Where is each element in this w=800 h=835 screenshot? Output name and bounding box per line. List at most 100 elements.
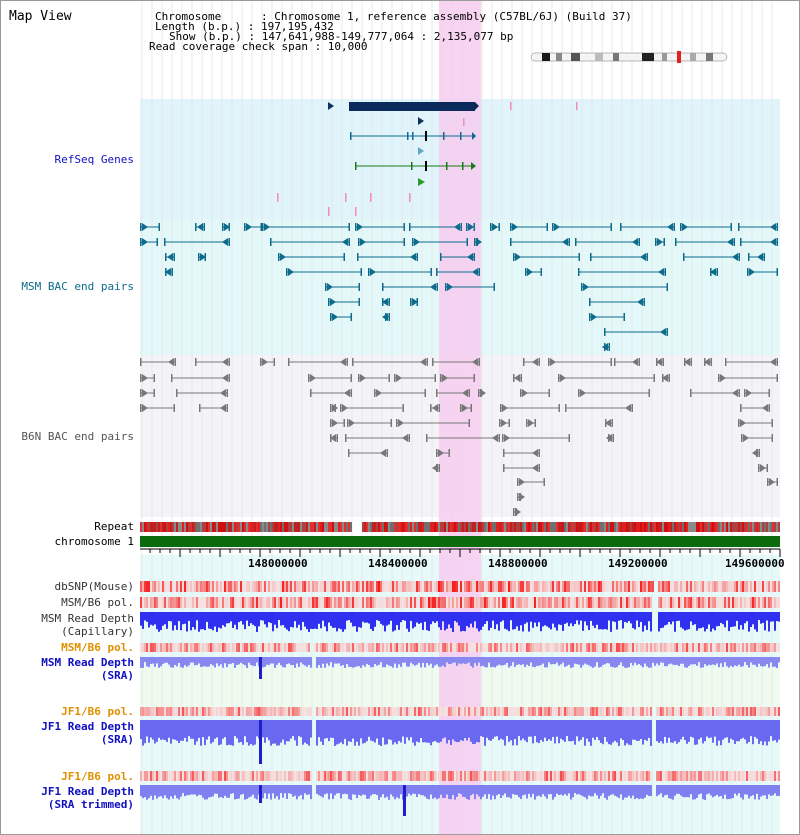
depth-bar (348, 785, 350, 800)
heat-tracks[interactable] (140, 581, 780, 781)
bac-arrow (222, 238, 228, 246)
heat-cell (592, 771, 594, 781)
depth-bar (704, 612, 706, 632)
bac-end (350, 374, 352, 382)
bac-end (631, 404, 633, 412)
heat-cell (306, 597, 308, 608)
track-label-jf1-depth-trim[interactable]: JF1 Read Depth (41, 785, 134, 798)
repeat-segment (166, 522, 168, 532)
heat-cell (628, 581, 630, 592)
gene-marker[interactable] (418, 147, 424, 155)
track-label-jf1-pol[interactable]: JF1/B6 pol. (61, 705, 134, 718)
track-label-chromosome[interactable]: chromosome 1 (54, 535, 134, 548)
depth-bar (362, 785, 364, 795)
track-label-jf1-pol-2[interactable]: JF1/B6 pol. (61, 770, 134, 783)
depth-bar (438, 720, 440, 743)
heat-cell (584, 581, 586, 592)
heat-cell (172, 643, 174, 652)
heat-cell (486, 643, 488, 652)
track-label-msm-depth-sra[interactable]: MSM Read Depth (41, 656, 134, 669)
heat-cell (260, 581, 262, 592)
heat-cell (146, 597, 148, 608)
heat-cell (210, 643, 212, 652)
heat-cell (486, 597, 488, 608)
heat-cell (544, 771, 546, 781)
depth-bar (180, 785, 182, 797)
chromosome-bar[interactable] (140, 536, 780, 547)
repeat-track[interactable] (140, 522, 780, 532)
depth-bar (574, 612, 576, 625)
heat-cell (610, 707, 612, 716)
track-label-msm-pol-2[interactable]: MSM/B6 pol. (61, 641, 134, 654)
depth-bar (684, 612, 686, 631)
depth-bar (742, 612, 744, 630)
repeat-segment (626, 522, 628, 532)
depth-bar (328, 785, 330, 800)
heat-cell (612, 597, 614, 608)
heat-cell (144, 771, 146, 781)
gene-marker[interactable] (418, 117, 424, 125)
depth-bar (488, 785, 490, 795)
heat-cell (238, 771, 240, 781)
gene-marker[interactable] (418, 178, 425, 186)
depth-bar (288, 657, 290, 664)
heat-cell (710, 707, 712, 716)
bac-end (620, 223, 622, 231)
heat-cell (202, 597, 204, 608)
depth-bar (276, 785, 278, 797)
repeat-segment (148, 522, 150, 532)
axis-tick-label: 148800000 (488, 557, 548, 570)
depth-bar (320, 720, 322, 742)
heat-cell (708, 581, 710, 592)
heat-cell (682, 643, 684, 652)
bac-end (473, 223, 475, 231)
heat-cell (416, 707, 418, 716)
chromosome-ideogram[interactable] (530, 51, 728, 63)
repeat-segment (374, 522, 376, 532)
track-label-msm-bac[interactable]: MSM BAC end pairs (21, 280, 134, 293)
heat-cell (480, 597, 482, 608)
track-label-refseq[interactable]: RefSeq Genes (54, 153, 134, 166)
bac-arrow (310, 374, 316, 382)
depth-bar (342, 612, 344, 632)
depth-bar (762, 612, 764, 623)
track-label-msm-pol[interactable]: MSM/B6 pol. (61, 596, 134, 609)
depth-bar (196, 785, 198, 797)
track-label-jf1-depth-sra[interactable]: JF1 Read Depth (41, 720, 134, 733)
gene-tick (463, 118, 465, 126)
heat-cell (548, 771, 550, 781)
heat-cell (580, 597, 582, 608)
b6n-bac-end-pairs[interactable] (140, 358, 778, 516)
heat-cell (418, 771, 420, 781)
refseq-genes[interactable] (277, 102, 578, 216)
heat-cell (170, 643, 172, 652)
depth-bar (384, 720, 386, 745)
depth-bar (580, 657, 582, 668)
depth-bar (440, 720, 442, 742)
depth-bar (208, 657, 210, 667)
bac-arrow (532, 464, 538, 472)
track-label-dbsnp[interactable]: dbSNP(Mouse) (54, 580, 134, 593)
bac-arrow (402, 434, 408, 442)
repeat-segment (752, 522, 754, 532)
heat-cell (512, 581, 514, 592)
gene-block[interactable] (349, 102, 475, 111)
depth-bar (368, 785, 370, 799)
heat-cell (766, 707, 768, 716)
depth-tracks[interactable] (140, 612, 780, 816)
depth-bar (262, 720, 264, 738)
heat-cell (434, 771, 436, 781)
track-label-repeat[interactable]: Repeat (94, 520, 134, 533)
msm-bac-end-pairs[interactable] (140, 223, 778, 351)
track-label-b6n-bac[interactable]: B6N BAC end pairs (21, 430, 134, 443)
bac-end (273, 358, 275, 366)
heat-cell (240, 643, 242, 652)
depth-bar (230, 612, 232, 622)
heat-cell (724, 643, 726, 652)
heat-cell (250, 707, 252, 716)
track-label-msm-depth-cap[interactable]: MSM Read Depth (41, 612, 134, 625)
heat-cell (668, 581, 670, 592)
gene-marker[interactable] (328, 102, 334, 110)
